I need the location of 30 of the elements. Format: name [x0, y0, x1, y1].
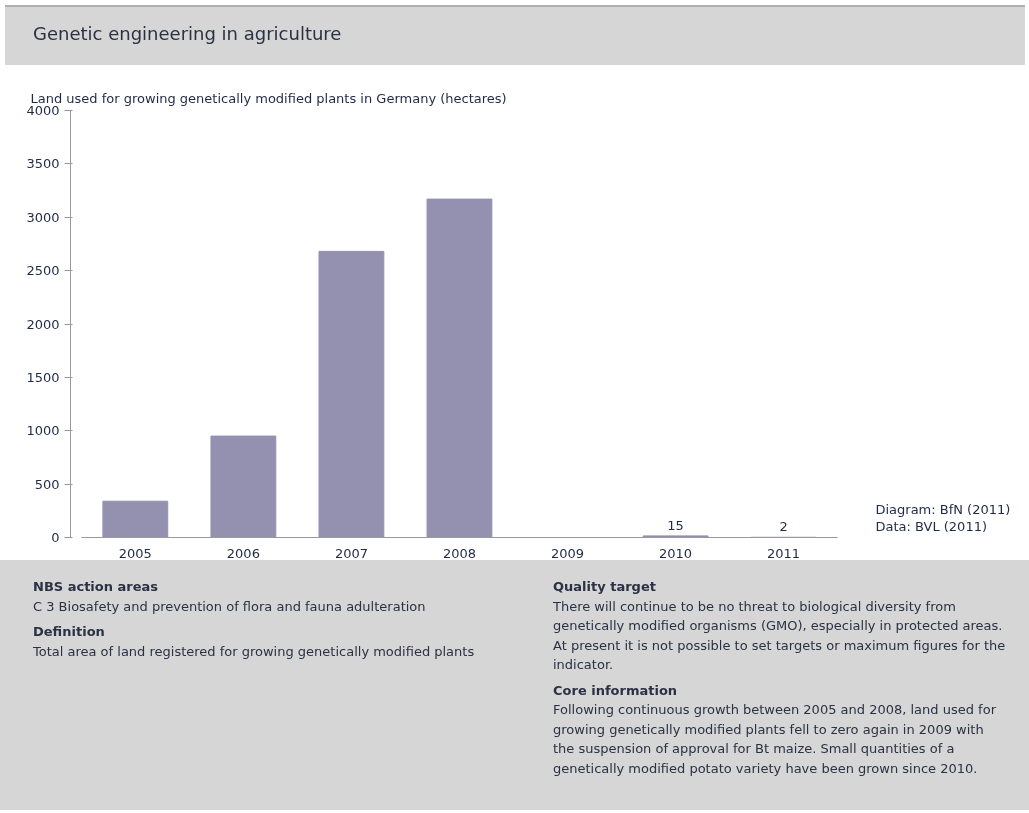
y-tick-label: 3000: [26, 209, 60, 225]
text: Data: BVL (2011): [875, 518, 988, 534]
y-tick-label: 0: [51, 530, 60, 545]
data-label: 15: [667, 517, 684, 533]
x-tick-label: 2010: [659, 545, 693, 561]
x-tick-label: 2011: [767, 545, 801, 561]
chart-subtitle: Land used for growing genetically modified plants in Germany (hectares): [30, 90, 507, 106]
text: Core information: [553, 681, 679, 700]
y-tick-label: 3500: [26, 156, 60, 172]
text: Following continuous growth between 2005 and 2008, land used for growing genetically modified plants fell to zero again in 2009 with the suspension of approval for Bt maize. Small quantities of a genetically modified potato variety have been grown since 2010.: [553, 701, 997, 778]
chart-title: Genetic engineering in agriculture: [32, 22, 343, 46]
data-label: 2: [779, 519, 788, 535]
text: Total area of land registered for growing genetically modified plants: [33, 642, 475, 661]
text: There will continue to be no threat to biological diversity from genetically modified organisms (GMO), especially in protected areas. At present it is not possible to set targets or maximum figures for the indicator.: [553, 597, 1007, 674]
x-tick-label: 2007: [334, 545, 368, 561]
y-tick-label: 2500: [26, 263, 60, 279]
y-tick-label: 1500: [26, 369, 60, 385]
y-tick-label: 2000: [26, 316, 60, 332]
y-tick-label: 1000: [26, 423, 60, 439]
text: Definition: [33, 623, 106, 641]
x-tick-label: 2006: [226, 545, 260, 561]
text: C 3 Biosafety and prevention of flora and fauna adulteration: [33, 597, 427, 616]
text: Diagram: BfN (2011): [875, 501, 1011, 517]
x-tick-label: 2008: [442, 545, 477, 561]
y-tick-label: 500: [34, 476, 60, 492]
text: NBS action areas: [33, 578, 160, 596]
text: Quality target: [553, 578, 657, 596]
x-tick-label: 2005: [118, 545, 152, 561]
x-tick-label: 2009: [550, 545, 585, 561]
y-tick-label: 4000: [26, 103, 60, 118]
